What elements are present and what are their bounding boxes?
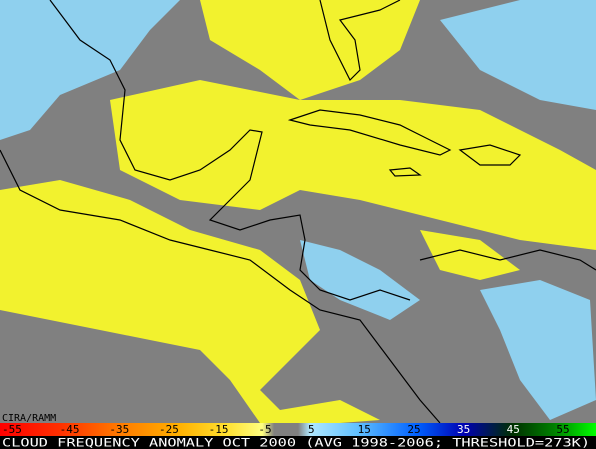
colorbar-tick-label: 5 <box>308 423 315 436</box>
caption: CLOUD FREQUENCY ANOMALY OCT 2000 (AVG 19… <box>2 436 590 449</box>
colorbar-tick-label: -5 <box>258 423 271 436</box>
coastline <box>287 109 452 156</box>
anomaly-negative <box>200 0 420 100</box>
anomaly-negative <box>0 180 380 423</box>
caption-background <box>0 436 596 449</box>
colorbar <box>0 423 596 436</box>
colorbar-tick-label: 25 <box>407 423 420 436</box>
coastline <box>419 249 596 271</box>
coastline <box>319 0 401 82</box>
anomaly-positive <box>0 0 180 140</box>
anomaly-positive <box>440 0 596 110</box>
colorbar-tick-label: 45 <box>507 423 520 436</box>
credit: CIRA/RAMM <box>2 413 56 424</box>
colorbar-tick-label: -15 <box>209 423 229 436</box>
coastline <box>388 167 422 177</box>
anomaly-positive <box>300 240 420 320</box>
anomaly-negative <box>420 230 520 280</box>
colorbar-tick-label: -45 <box>60 423 80 436</box>
anomaly-positive <box>480 280 596 420</box>
colorbar-tick-label: 35 <box>457 423 470 436</box>
colorbar-tick-label: 15 <box>358 423 371 436</box>
colorbar-tick-label: -35 <box>109 423 129 436</box>
map <box>0 0 596 424</box>
colorbar-tick-label: -25 <box>159 423 179 436</box>
coastline <box>49 0 411 301</box>
colorbar-tick-label: 55 <box>556 423 569 436</box>
coastline <box>0 149 441 424</box>
colorbar-ticks: -55 -45 -35 -25 -15 -5 5 15 25 35 45 55 <box>2 423 570 436</box>
coastline <box>458 144 522 166</box>
anomaly-negative <box>110 80 596 250</box>
colorbar-tick-label: -55 <box>2 423 22 436</box>
